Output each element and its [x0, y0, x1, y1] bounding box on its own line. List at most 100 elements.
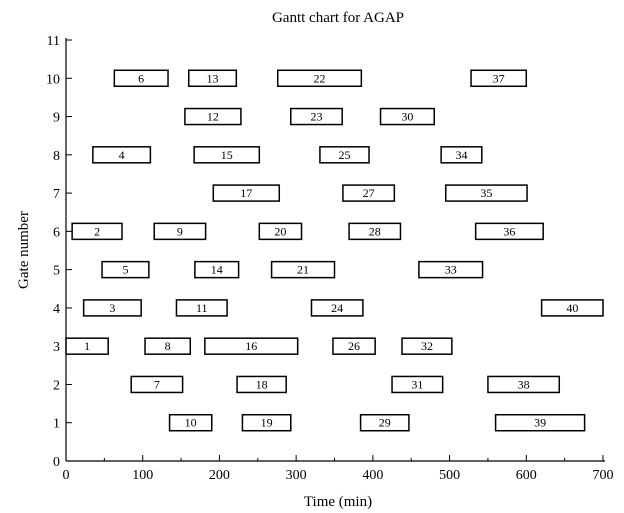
- gantt-bar: [175, 299, 228, 317]
- gantt-bar: [332, 337, 376, 355]
- gantt-bar-label: 29: [379, 416, 391, 430]
- gantt-bar: [342, 184, 396, 202]
- gantt-task-25: 25: [319, 146, 370, 164]
- y-tick-label: 10: [46, 72, 60, 87]
- gantt-bar: [276, 69, 363, 88]
- gantt-bar-label: 28: [369, 224, 381, 238]
- y-tick-label: 3: [53, 340, 60, 355]
- gantt-bar-label: 14: [211, 263, 223, 277]
- gantt-bar: [470, 69, 528, 88]
- gantt-bar: [92, 146, 152, 164]
- x-tick-label: 600: [516, 468, 537, 483]
- gantt-bar-label: 36: [503, 224, 515, 238]
- gantt-bar-label: 37: [493, 71, 505, 85]
- gantt-task-6: 6: [113, 69, 169, 88]
- y-tick-label: 1: [53, 417, 60, 432]
- gantt-bar: [113, 69, 169, 88]
- gantt-bar-label: 24: [331, 301, 343, 315]
- y-axis-label: Gate number: [16, 211, 32, 289]
- gantt-bar-label: 32: [421, 339, 433, 353]
- gantt-bar: [540, 299, 604, 317]
- gantt-bar-label: 7: [154, 377, 160, 391]
- gantt-task-10: 10: [168, 413, 213, 432]
- gantt-bar-label: 26: [348, 339, 360, 353]
- gantt-bar-label: 1: [84, 339, 90, 353]
- y-tick-label: 6: [53, 225, 60, 240]
- gantt-task-22: 22: [276, 69, 363, 88]
- gantt-bar-label: 35: [480, 186, 492, 200]
- y-tick-label: 4: [53, 302, 60, 317]
- gantt-bar-label: 10: [185, 416, 197, 430]
- gantt-bar: [444, 184, 528, 202]
- gantt-bar: [204, 337, 299, 355]
- gantt-bar: [212, 184, 281, 202]
- gantt-bar-label: 27: [363, 186, 375, 200]
- gantt-bar: [168, 413, 213, 432]
- x-tick-label: 700: [593, 468, 614, 483]
- x-tick-label: 500: [439, 468, 460, 483]
- gantt-task-12: 12: [184, 107, 242, 126]
- gantt-bar-label: 3: [109, 301, 115, 315]
- gantt-task-32: 32: [401, 337, 453, 355]
- gantt-bar: [184, 107, 242, 126]
- x-axis-label: Time (min): [304, 494, 372, 510]
- gantt-task-16: 16: [204, 337, 299, 355]
- gantt-bar: [153, 222, 207, 241]
- gantt-bar: [379, 107, 435, 126]
- gantt-task-20: 20: [258, 222, 303, 241]
- gantt-bar-label: 15: [221, 148, 233, 162]
- gantt-task-34: 34: [440, 146, 483, 164]
- gantt-bar: [241, 413, 292, 432]
- gantt-bar: [270, 260, 336, 279]
- gantt-bar-label: 2: [94, 224, 100, 238]
- y-tick-label: 9: [53, 111, 60, 126]
- gantt-task-36: 36: [474, 222, 544, 241]
- gantt-task-37: 37: [470, 69, 528, 88]
- gantt-task-39: 39: [494, 413, 586, 432]
- gantt-bar-label: 17: [240, 186, 252, 200]
- x-tick-label: 100: [132, 468, 153, 483]
- gantt-bar: [194, 260, 240, 279]
- x-tick-label: 200: [209, 468, 230, 483]
- gantt-bar: [71, 222, 123, 241]
- gantt-task-7: 7: [130, 375, 184, 394]
- y-tick-label: 8: [53, 149, 60, 164]
- gantt-task-19: 19: [241, 413, 292, 432]
- gantt-bar-label: 21: [297, 263, 309, 277]
- gantt-bar-label: 13: [207, 71, 219, 85]
- gantt-task-15: 15: [193, 146, 261, 164]
- gantt-bar-label: 18: [256, 377, 268, 391]
- y-tick-label: 11: [47, 34, 60, 49]
- gantt-bar-label: 23: [310, 110, 322, 124]
- gantt-bar: [130, 375, 184, 394]
- bars-layer: 1234567891011121314151617181920212223242…: [65, 69, 604, 432]
- gantt-task-11: 11: [175, 299, 228, 317]
- gantt-bar-label: 25: [338, 148, 350, 162]
- gantt-bar-label: 33: [445, 263, 457, 277]
- gantt-bar-label: 40: [566, 301, 578, 315]
- gantt-task-29: 29: [359, 413, 410, 432]
- y-tick-label: 2: [53, 378, 60, 393]
- gantt-task-18: 18: [236, 375, 287, 394]
- gantt-bar: [391, 375, 444, 394]
- gantt-bar: [401, 337, 453, 355]
- gantt-bar: [144, 337, 192, 355]
- x-tick-label: 0: [63, 468, 70, 483]
- gantt-task-21: 21: [270, 260, 336, 279]
- gantt-bar-label: 4: [119, 148, 125, 162]
- gantt-task-9: 9: [153, 222, 207, 241]
- gantt-bar-label: 39: [534, 416, 546, 430]
- gantt-bar-label: 16: [245, 339, 257, 353]
- gantt-task-30: 30: [379, 107, 435, 126]
- gantt-bar: [494, 413, 586, 432]
- gantt-bar: [193, 146, 261, 164]
- gantt-bar: [418, 260, 484, 279]
- gantt-task-14: 14: [194, 260, 240, 279]
- gantt-bar: [319, 146, 370, 164]
- gantt-bar: [474, 222, 544, 241]
- gantt-task-24: 24: [310, 299, 364, 317]
- gantt-bar-label: 22: [314, 71, 326, 85]
